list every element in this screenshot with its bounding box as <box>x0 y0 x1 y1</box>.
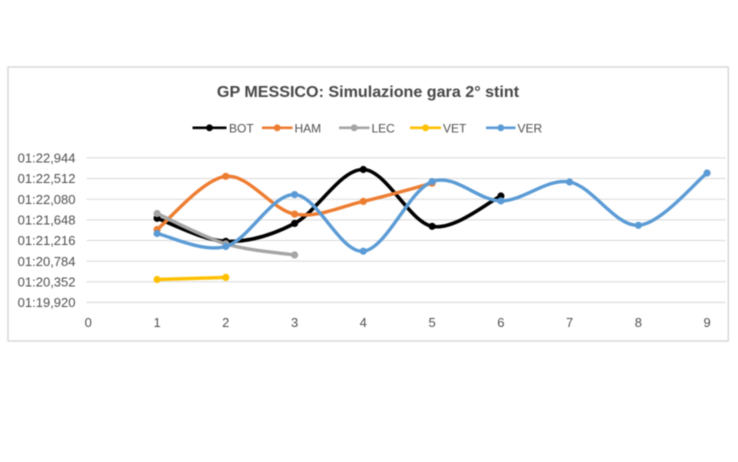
svg-text:LEC: LEC <box>372 121 396 135</box>
svg-text:3: 3 <box>291 315 298 330</box>
svg-text:2: 2 <box>222 315 229 330</box>
svg-text:0: 0 <box>85 315 92 330</box>
svg-text:01:22,080: 01:22,080 <box>18 192 76 207</box>
svg-text:HAM: HAM <box>295 121 322 135</box>
svg-text:6: 6 <box>497 315 504 330</box>
svg-text:1: 1 <box>153 315 160 330</box>
svg-text:01:19,920: 01:19,920 <box>18 295 76 310</box>
svg-text:BOT: BOT <box>229 121 254 135</box>
svg-text:GP MESSICO: Simulazione gara 2: GP MESSICO: Simulazione gara 2° stint <box>217 83 520 101</box>
svg-text:VET: VET <box>443 121 467 135</box>
svg-text:01:21,648: 01:21,648 <box>18 212 76 227</box>
svg-text:01:20,352: 01:20,352 <box>18 274 76 289</box>
svg-text:9: 9 <box>703 315 710 330</box>
svg-text:01:22,944: 01:22,944 <box>18 151 76 166</box>
svg-text:01:20,784: 01:20,784 <box>18 254 76 269</box>
svg-text:01:22,512: 01:22,512 <box>18 171 76 186</box>
svg-text:8: 8 <box>635 315 642 330</box>
svg-text:7: 7 <box>566 315 573 330</box>
svg-text:5: 5 <box>428 315 435 330</box>
svg-text:VER: VER <box>518 121 543 135</box>
svg-text:01:21,216: 01:21,216 <box>18 233 76 248</box>
svg-text:4: 4 <box>360 315 367 330</box>
